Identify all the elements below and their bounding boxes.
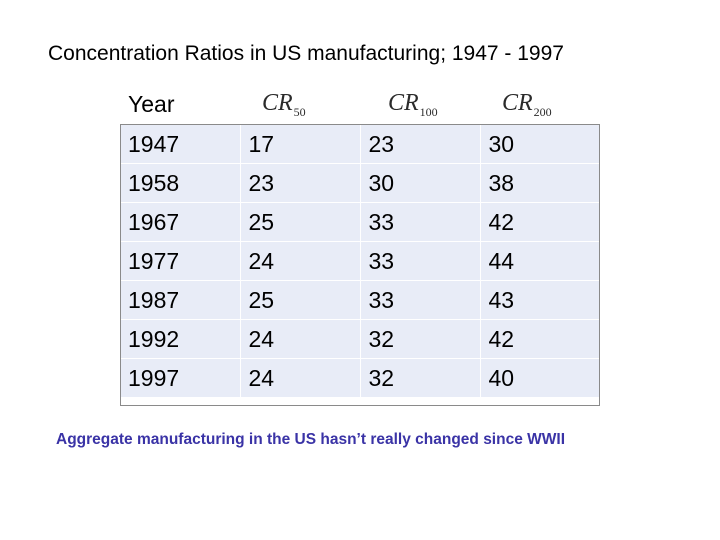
header-cr50: CR50 xyxy=(240,84,360,125)
cell-year: 1987 xyxy=(120,280,240,320)
cell-cr100: 30 xyxy=(359,163,480,203)
concentration-ratio-table: Year CR50 CR100 CR200 1947 17 23 30 1958 23 30… xyxy=(120,84,600,397)
header-cr50-sub: 50 xyxy=(293,104,306,119)
table-header-row: Year CR50 CR100 CR200 xyxy=(120,84,600,125)
header-cr50-base: CR xyxy=(262,89,293,116)
cell-cr100: 32 xyxy=(359,358,480,397)
table-row: 1958 23 30 38 xyxy=(120,163,600,203)
cell-cr200: 30 xyxy=(479,124,600,164)
cell-cr50: 23 xyxy=(239,163,360,203)
cell-cr200: 43 xyxy=(479,280,600,320)
table-row: 1977 24 33 44 xyxy=(120,241,600,281)
cell-cr200: 40 xyxy=(479,358,600,397)
cell-cr50: 24 xyxy=(239,358,360,397)
header-year-label: Year xyxy=(128,90,175,117)
header-cr200-sub: 200 xyxy=(533,104,552,119)
header-year: Year xyxy=(120,84,240,125)
header-cr100-base: CR xyxy=(388,89,419,116)
cell-cr200: 42 xyxy=(479,319,600,359)
cell-cr50: 25 xyxy=(239,280,360,320)
table-row: 1997 24 32 40 xyxy=(120,358,600,397)
cell-cr100: 33 xyxy=(359,202,480,242)
cell-cr50: 25 xyxy=(239,202,360,242)
cell-cr100: 23 xyxy=(359,124,480,164)
cell-year: 1977 xyxy=(120,241,240,281)
header-cr100-sub: 100 xyxy=(419,104,438,119)
header-cr200-formula: CR200 xyxy=(502,89,552,119)
cell-year: 1992 xyxy=(120,319,240,359)
header-cr200: CR200 xyxy=(480,84,600,125)
cell-cr100: 33 xyxy=(359,280,480,320)
cell-cr50: 24 xyxy=(239,319,360,359)
cell-year: 1947 xyxy=(120,124,240,164)
cell-cr100: 32 xyxy=(359,319,480,359)
cell-cr200: 38 xyxy=(479,163,600,203)
header-cr50-formula: CR50 xyxy=(262,89,306,119)
cell-year: 1958 xyxy=(120,163,240,203)
cell-cr100: 33 xyxy=(359,241,480,281)
cell-year: 1967 xyxy=(120,202,240,242)
table-row: 1967 25 33 42 xyxy=(120,202,600,242)
header-cr100: CR100 xyxy=(360,84,480,125)
table-row: 1947 17 23 30 xyxy=(120,124,600,164)
header-cr100-formula: CR100 xyxy=(388,89,438,119)
table-row: 1992 24 32 42 xyxy=(120,319,600,359)
cell-cr50: 17 xyxy=(239,124,360,164)
header-cr200-base: CR xyxy=(502,89,533,116)
table-row: 1987 25 33 43 xyxy=(120,280,600,320)
cell-cr50: 24 xyxy=(239,241,360,281)
caption: Aggregate manufacturing in the US hasn’t… xyxy=(56,431,566,448)
cell-cr200: 42 xyxy=(479,202,600,242)
page-title: Concentration Ratios in US manufacturing… xyxy=(48,42,564,65)
cell-year: 1997 xyxy=(120,358,240,397)
table-body: 1947 17 23 30 1958 23 30 38 1967 25 33 42 1977 24 33 44… xyxy=(120,124,600,397)
cell-cr200: 44 xyxy=(479,241,600,281)
